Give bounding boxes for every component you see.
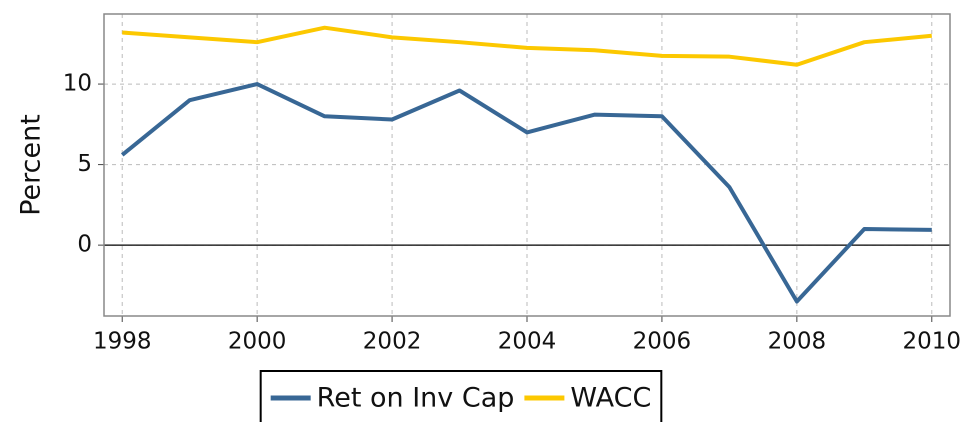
x-tick-label: 2006 [633, 329, 692, 355]
x-tick-label: 2004 [498, 329, 557, 355]
series-line [120, 82, 932, 304]
y-tick-label: 10 [63, 71, 92, 97]
y-axis-label: Percent [16, 114, 47, 216]
y-tick-label: 0 [77, 232, 92, 258]
y-tick-label: 5 [77, 151, 92, 177]
legend-label: WACC [570, 383, 651, 414]
x-tick-label: 2002 [363, 329, 422, 355]
legend-label: Ret on Inv Cap [317, 383, 515, 414]
series-line [122, 25, 932, 67]
x-tick-label: 1998 [93, 329, 152, 355]
x-tick-label: 2000 [228, 329, 287, 355]
x-tick-label: 2010 [903, 329, 962, 355]
x-tick-label: 2008 [768, 329, 827, 355]
legend-box [259, 370, 663, 426]
plot-frame [103, 13, 951, 317]
